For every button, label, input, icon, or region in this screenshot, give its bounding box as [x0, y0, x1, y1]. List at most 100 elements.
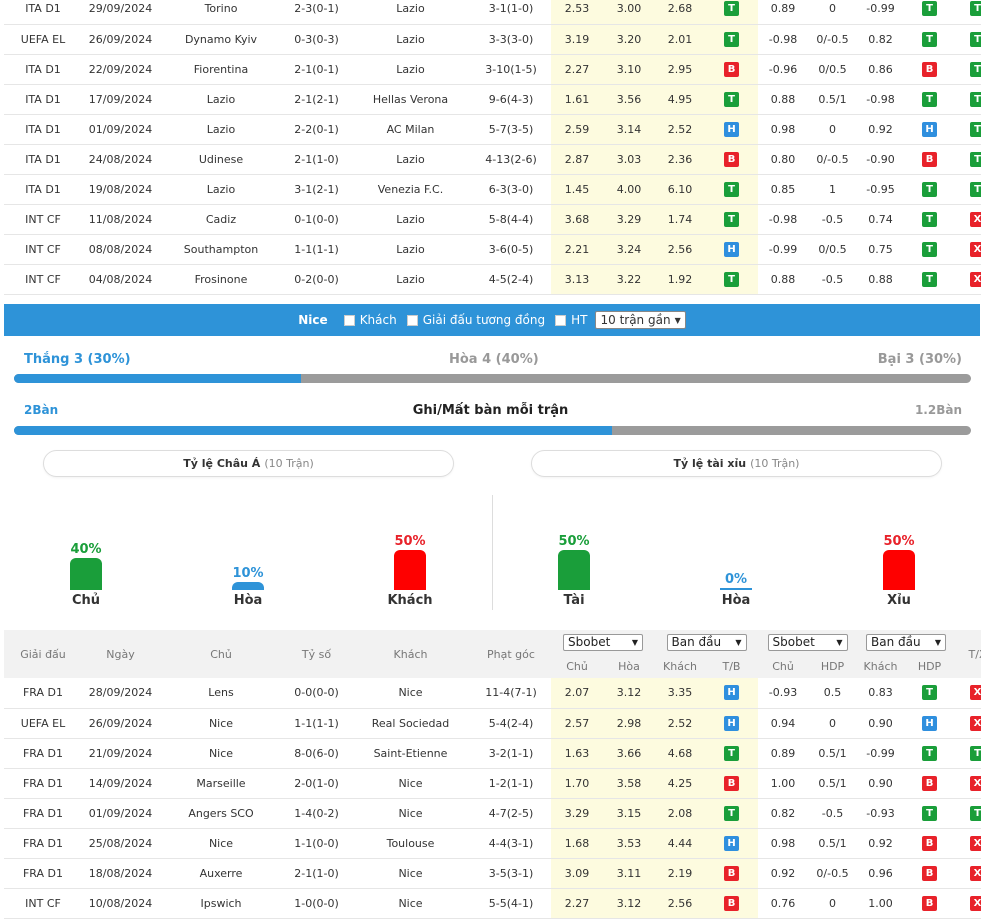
date-cell: 11/08/2024 [82, 204, 159, 235]
asian-odds-tab[interactable]: Tỷ lệ Châu Á (10 Trận) [43, 450, 454, 477]
under-label: Xỉu [887, 593, 911, 608]
match-count-select[interactable]: 10 trận gần ▼ [595, 311, 686, 329]
date-cell: 01/09/2024 [82, 798, 159, 829]
odds-draw-cell: 3.15 [603, 798, 655, 829]
corners-cell: 5-5(4-1) [471, 888, 551, 919]
table-row: INT CF 08/08/2024 Southampton 1-1(1-1) Lazio… [4, 234, 981, 265]
away-checkbox[interactable] [343, 314, 355, 326]
result-badge: H [724, 121, 739, 137]
home-team-cell[interactable]: Lazio [159, 174, 283, 205]
goals-against-label: 1.2Bàn [914, 403, 962, 417]
ou-badge-cell: T [955, 0, 981, 25]
ou-badge: T [970, 121, 981, 137]
corners-cell: 6-3(3-0) [471, 174, 551, 205]
hdp-home-cell: -0.98 [758, 24, 808, 55]
asian-odds-title: Tỷ lệ Châu Á [183, 457, 261, 470]
away-checkbox-label: Khách [359, 313, 397, 327]
league-cell: FRA D1 [4, 858, 82, 889]
away-team-cell[interactable]: Lazio [350, 0, 471, 25]
odds-home-cell: 2.59 [551, 114, 603, 145]
score-cell: 3-1(2-1) [283, 174, 350, 205]
away-team-cell[interactable]: Lazio [350, 144, 471, 175]
score-cell: 8-0(6-0) [283, 738, 350, 769]
overunder-tab[interactable]: Tỷ lệ tài xỉu (10 Trận) [531, 450, 942, 477]
ou-badge-cell: X [955, 828, 981, 859]
ht-checkbox[interactable] [555, 314, 567, 326]
hdp-line-cell: 0.5/1 [808, 768, 857, 799]
league-cell: ITA D1 [4, 114, 82, 145]
type2-select[interactable]: Ban đầu ▼ [866, 633, 946, 651]
hdp-badge: T [922, 271, 937, 287]
result-badge-cell: T [705, 264, 758, 295]
home-team-cell[interactable]: Nice [159, 708, 283, 739]
away-team-cell[interactable]: Lazio [350, 24, 471, 55]
hdp-home-cell: 0.94 [758, 708, 808, 739]
ou-badge: T [970, 745, 981, 761]
away-team-cell[interactable]: Lazio [350, 204, 471, 235]
home-team-cell[interactable]: Lazio [159, 114, 283, 145]
away-team-cell[interactable]: Nice [350, 798, 471, 829]
result-badge-cell: H [705, 114, 758, 145]
hdp-away-cell: -0.99 [857, 738, 904, 769]
hdp-line-cell: 0 [808, 708, 857, 739]
ou-draw-bar [720, 588, 752, 590]
col-o-draw: Hòa [603, 654, 655, 678]
corners-cell: 3-6(0-5) [471, 234, 551, 265]
away-team-cell[interactable]: Lazio [350, 234, 471, 265]
date-cell: 10/08/2024 [82, 888, 159, 919]
same-league-checkbox[interactable] [406, 314, 418, 326]
league-cell: FRA D1 [4, 828, 82, 859]
hdp-home-cell: 0.98 [758, 114, 808, 145]
corners-cell: 5-4(2-4) [471, 708, 551, 739]
col-corners: Phạt góc [471, 630, 551, 678]
hdp-badge-cell: T [904, 738, 955, 769]
home-team-cell[interactable]: Nice [159, 828, 283, 859]
odds-home-cell: 2.53 [551, 0, 603, 25]
away-team-cell[interactable]: Nice [350, 678, 471, 709]
score-cell: 0-0(0-0) [283, 678, 350, 709]
away-team-cell[interactable]: Lazio [350, 54, 471, 85]
away-team-cell[interactable]: Lazio [350, 264, 471, 295]
result-badge: T [724, 181, 739, 197]
score-cell: 2-2(0-1) [283, 114, 350, 145]
bookmaker2-select[interactable]: Sbobet ▼ [767, 633, 848, 651]
odds-draw-cell: 3.53 [603, 828, 655, 859]
col-date: Ngày [82, 630, 159, 678]
odds-home-cell: 3.13 [551, 264, 603, 295]
home-team-cell[interactable]: Lazio [159, 84, 283, 115]
away-team-cell[interactable]: Nice [350, 768, 471, 799]
table-row: ITA D1 19/08/2024 Lazio 3-1(2-1) Venezia F.C… [4, 174, 981, 205]
away-team-cell[interactable]: Nice [350, 858, 471, 889]
hdp-line-cell: -0.5 [808, 204, 857, 235]
hdp-badge-cell: T [904, 204, 955, 235]
asian-draw-pct: 10% [232, 566, 264, 581]
league-cell: UEFA EL [4, 708, 82, 739]
hdp-away-cell: 0.90 [857, 768, 904, 799]
ou-badge-cell: X [955, 858, 981, 889]
corners-cell: 3-1(1-0) [471, 0, 551, 25]
bookmaker1-select[interactable]: Sbobet ▼ [563, 633, 643, 651]
ou-badge-cell: T [955, 114, 981, 145]
type2-cell: Ban đầu ▼ [857, 630, 955, 654]
hdp-line-cell: -0.5 [808, 798, 857, 829]
top-matches-table: ITA D1 29/09/2024 Torino 2-3(0-1) Lazio 3-1(1… [4, 0, 981, 295]
home-team-cell[interactable]: Nice [159, 738, 283, 769]
league-cell: INT CF [4, 264, 82, 295]
result-badge: T [724, 271, 739, 287]
hdp-away-cell: 0.74 [857, 204, 904, 235]
ou-draw-pct: 0% [724, 572, 748, 587]
hdp-badge-cell: T [904, 84, 955, 115]
table-row: FRA D1 25/08/2024 Nice 1-1(0-0) Toulouse 4-4(… [4, 828, 981, 859]
away-team-cell[interactable]: Nice [350, 888, 471, 919]
odds-home-cell: 2.57 [551, 708, 603, 739]
score-cell: 1-1(1-1) [283, 234, 350, 265]
date-cell: 25/08/2024 [82, 828, 159, 859]
odds-draw-cell: 4.00 [603, 174, 655, 205]
hdp-away-cell: -0.95 [857, 174, 904, 205]
hdp-badge-cell: T [904, 0, 955, 25]
date-cell: 26/09/2024 [82, 24, 159, 55]
league-cell: ITA D1 [4, 174, 82, 205]
type1-select[interactable]: Ban đầu ▼ [666, 633, 747, 651]
ou-badge: X [970, 775, 981, 791]
col-o-home: Chủ [551, 654, 603, 678]
